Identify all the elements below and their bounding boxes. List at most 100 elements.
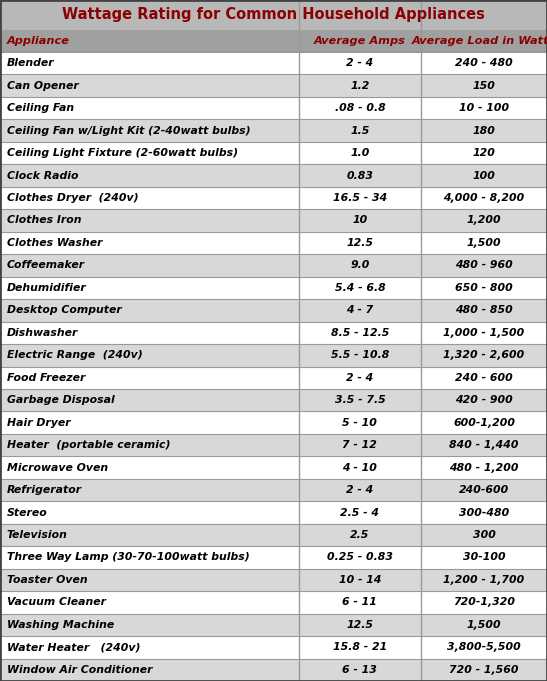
Bar [421, 411, 547, 434]
Text: Clothes Iron: Clothes Iron [7, 215, 81, 225]
Bar [0, 456, 299, 479]
Bar [421, 164, 547, 187]
Bar [0, 30, 299, 52]
Text: 840 - 1,440: 840 - 1,440 [449, 440, 519, 450]
Text: Vacuum Cleaner: Vacuum Cleaner [7, 597, 106, 607]
Bar [421, 524, 547, 546]
Bar [421, 501, 547, 524]
Text: Desktop Computer: Desktop Computer [7, 305, 121, 315]
Bar [299, 187, 421, 209]
Text: 5.4 - 6.8: 5.4 - 6.8 [335, 283, 385, 293]
Bar [299, 232, 421, 254]
Bar [0, 232, 299, 254]
Text: 720-1,320: 720-1,320 [453, 597, 515, 607]
Bar [299, 276, 421, 299]
Text: 150: 150 [473, 80, 496, 91]
Bar [299, 119, 421, 142]
Text: Television: Television [7, 530, 67, 540]
Bar [299, 636, 421, 659]
Bar [299, 321, 421, 344]
Text: 4,000 - 8,200: 4,000 - 8,200 [444, 193, 525, 203]
Text: 720 - 1,560: 720 - 1,560 [449, 665, 519, 675]
Text: 1.0: 1.0 [350, 148, 370, 158]
Text: 4 - 7: 4 - 7 [346, 305, 374, 315]
Text: 1,500: 1,500 [467, 238, 502, 248]
Bar [0, 636, 299, 659]
Bar [421, 232, 547, 254]
Bar [421, 52, 547, 74]
Text: Toaster Oven: Toaster Oven [7, 575, 87, 585]
Text: Clothes Dryer  (240v): Clothes Dryer (240v) [7, 193, 138, 203]
Text: Water Heater   (240v): Water Heater (240v) [7, 642, 140, 652]
Bar [421, 97, 547, 119]
Bar [299, 142, 421, 164]
Bar [421, 479, 547, 501]
Bar [0, 434, 299, 456]
Text: 6 - 11: 6 - 11 [342, 597, 377, 607]
Bar [299, 501, 421, 524]
Bar [299, 366, 421, 389]
Text: 2.5: 2.5 [350, 530, 370, 540]
Bar [421, 299, 547, 321]
Text: Coffeemaker: Coffeemaker [7, 260, 85, 270]
Bar [299, 456, 421, 479]
Bar [421, 434, 547, 456]
Text: Dishwasher: Dishwasher [7, 328, 78, 338]
Bar [421, 569, 547, 591]
Bar [299, 614, 421, 636]
Text: Three Way Lamp (30-70-100watt bulbs): Three Way Lamp (30-70-100watt bulbs) [7, 552, 249, 563]
Text: Electric Range  (240v): Electric Range (240v) [7, 350, 142, 360]
Bar [299, 30, 421, 52]
Text: Ceiling Fan w/Light Kit (2-40watt bulbs): Ceiling Fan w/Light Kit (2-40watt bulbs) [7, 125, 250, 136]
Text: 1,000 - 1,500: 1,000 - 1,500 [444, 328, 525, 338]
Bar [0, 299, 299, 321]
Bar [421, 276, 547, 299]
Text: 3,800-5,500: 3,800-5,500 [447, 642, 521, 652]
Text: 180: 180 [473, 125, 496, 136]
Bar [0, 501, 299, 524]
Text: Washing Machine: Washing Machine [7, 620, 114, 630]
Text: Hair Dryer: Hair Dryer [7, 417, 70, 428]
Text: Refrigerator: Refrigerator [7, 485, 82, 495]
Text: 6 - 13: 6 - 13 [342, 665, 377, 675]
Bar [0, 164, 299, 187]
Bar [299, 546, 421, 569]
Bar [299, 569, 421, 591]
Bar [0, 321, 299, 344]
Bar [421, 591, 547, 614]
Text: 600-1,200: 600-1,200 [453, 417, 515, 428]
Bar [0, 0, 547, 30]
Text: 0.83: 0.83 [346, 170, 374, 180]
Bar [0, 142, 299, 164]
Bar [0, 74, 299, 97]
Text: 30-100: 30-100 [463, 552, 505, 563]
Text: Wattage Rating for Common Household Appliances: Wattage Rating for Common Household Appl… [62, 7, 485, 22]
Text: 15.8 - 21: 15.8 - 21 [333, 642, 387, 652]
Text: 7 - 12: 7 - 12 [342, 440, 377, 450]
Bar [0, 52, 299, 74]
Text: 3.5 - 7.5: 3.5 - 7.5 [335, 395, 385, 405]
Text: 1,200 - 1,700: 1,200 - 1,700 [444, 575, 525, 585]
Text: 650 - 800: 650 - 800 [455, 283, 513, 293]
Bar [299, 209, 421, 232]
Text: 480 - 1,200: 480 - 1,200 [449, 462, 519, 473]
Bar [0, 479, 299, 501]
Bar [299, 74, 421, 97]
Bar [421, 321, 547, 344]
Text: 1.5: 1.5 [350, 125, 370, 136]
Text: Can Opener: Can Opener [7, 80, 78, 91]
Text: 240-600: 240-600 [459, 485, 509, 495]
Bar [299, 479, 421, 501]
Bar [0, 659, 299, 681]
Bar [421, 30, 547, 52]
Bar [421, 389, 547, 411]
Text: Microwave Oven: Microwave Oven [7, 462, 108, 473]
Text: 10 - 100: 10 - 100 [459, 103, 509, 113]
Text: Ceiling Light Fixture (2-60watt bulbs): Ceiling Light Fixture (2-60watt bulbs) [7, 148, 238, 158]
Text: 1,200: 1,200 [467, 215, 502, 225]
Text: Stereo: Stereo [7, 507, 47, 518]
Bar [299, 97, 421, 119]
Bar [421, 366, 547, 389]
Text: Average Load in Watts: Average Load in Watts [412, 36, 547, 46]
Text: 120: 120 [473, 148, 496, 158]
